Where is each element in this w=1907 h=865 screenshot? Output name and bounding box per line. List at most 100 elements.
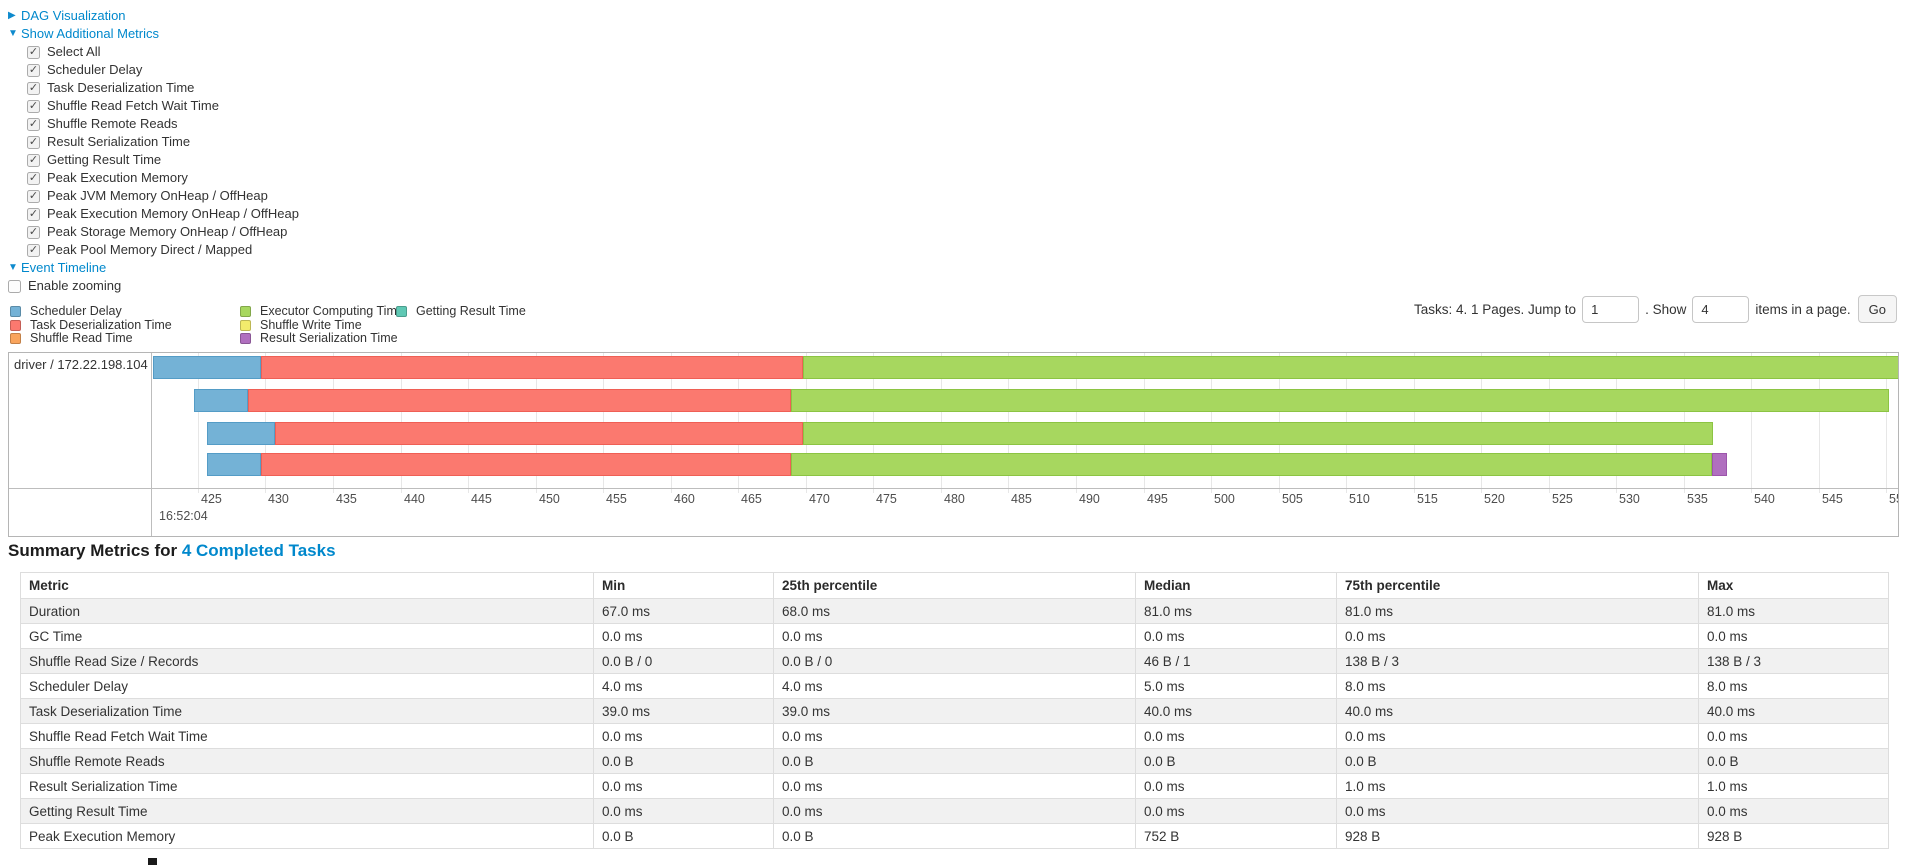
shuffle-write-time-swatch xyxy=(240,320,251,331)
items-per-page-input[interactable] xyxy=(1692,295,1750,323)
summary-metrics-table: Metric Min 25th percentile Median 75th perce… xyxy=(20,572,1889,849)
metric-value-cell: 4.0 ms xyxy=(593,673,774,699)
metric-name-cell: Peak Execution Memory xyxy=(20,823,594,849)
metric-checkbox-row[interactable]: ✓ Task Deserialization Time xyxy=(8,79,299,97)
legend-label: Result Serialization Time xyxy=(260,331,398,345)
metric-value-cell: 0.0 ms xyxy=(1135,723,1337,749)
metric-checkbox[interactable]: ✓ xyxy=(27,171,40,185)
gridline xyxy=(198,353,199,493)
axis-tick-label: 530 xyxy=(1619,492,1640,506)
metric-checkbox[interactable]: ✓ xyxy=(27,225,40,239)
metric-checkbox[interactable]: ✓ xyxy=(27,117,40,131)
shuffle-read-time-swatch xyxy=(10,333,21,344)
metric-value-cell: 0.0 B xyxy=(1336,748,1699,774)
metric-checkbox[interactable]: ✓ xyxy=(27,189,40,203)
metric-checkbox-list: ✓ Select All ✓ Scheduler Delay ✓ Task Deseria… xyxy=(8,43,299,259)
axis-tick-label: 540 xyxy=(1754,492,1775,506)
metric-checkbox[interactable]: ✓ xyxy=(27,45,40,59)
metric-value-cell: 0.0 ms xyxy=(773,773,1136,799)
metric-value-cell: 1.0 ms xyxy=(1336,773,1699,799)
table-row: Scheduler Delay 4.0 ms 4.0 ms 5.0 ms 8.0 ms 8… xyxy=(20,673,1889,699)
table-row: Result Serialization Time 0.0 ms 0.0 ms 0.0… xyxy=(20,773,1889,799)
executor-computing-bar xyxy=(791,389,1889,412)
task-pagination: Tasks: 4. 1 Pages. Jump to . Show items … xyxy=(1414,294,1897,324)
metric-checkbox-label: Peak Execution Memory xyxy=(47,170,188,185)
metric-value-cell: 0.0 B xyxy=(773,823,1136,849)
enable-zooming-row[interactable]: Enable zooming xyxy=(8,277,299,295)
executor-computing-time-swatch xyxy=(240,306,251,317)
enable-zooming-checkbox[interactable] xyxy=(8,279,21,293)
axis-tick-label: 500 xyxy=(1214,492,1235,506)
axis-divider xyxy=(9,488,1898,489)
metric-checkbox[interactable]: ✓ xyxy=(27,207,40,221)
metric-checkbox-row[interactable]: ✓ Select All xyxy=(8,43,299,61)
metric-checkbox-row[interactable]: ✓ Shuffle Read Fetch Wait Time xyxy=(8,97,299,115)
task-deserialization-bar xyxy=(275,422,803,445)
metric-value-cell: 0.0 ms xyxy=(1698,623,1889,649)
metric-checkbox-row[interactable]: ✓ Getting Result Time xyxy=(8,151,299,169)
metric-value-cell: 0.0 ms xyxy=(1135,773,1337,799)
table-row: Shuffle Read Fetch Wait Time 0.0 ms 0.0 ms… xyxy=(20,723,1889,749)
expanded-arrow-icon: ▼ xyxy=(8,28,18,39)
axis-tick-label: 475 xyxy=(876,492,897,506)
metric-checkbox-label: Peak Execution Memory OnHeap / OffHeap xyxy=(47,206,299,221)
go-button[interactable]: Go xyxy=(1857,295,1897,323)
jump-to-page-input[interactable] xyxy=(1582,295,1640,323)
scheduler-delay-swatch xyxy=(10,306,21,317)
axis-tick-label: 535 xyxy=(1687,492,1708,506)
metric-checkbox[interactable]: ✓ xyxy=(27,81,40,95)
column-header: Metric xyxy=(20,572,594,599)
metric-name-cell: GC Time xyxy=(20,623,594,649)
show-additional-metrics-label: Show Additional Metrics xyxy=(21,26,160,41)
metric-value-cell: 40.0 ms xyxy=(1336,698,1699,724)
metric-checkbox-row[interactable]: ✓ Result Serialization Time xyxy=(8,133,299,151)
metric-checkbox-row[interactable]: ✓ Scheduler Delay xyxy=(8,61,299,79)
metric-checkbox-row[interactable]: ✓ Peak JVM Memory OnHeap / OffHeap xyxy=(8,187,299,205)
axis-tick-label: 425 xyxy=(201,492,222,506)
metric-checkbox-row[interactable]: ✓ Peak Execution Memory OnHeap / OffHeap xyxy=(8,205,299,223)
metric-name-cell: Shuffle Read Size / Records xyxy=(20,648,594,674)
metric-checkbox[interactable]: ✓ xyxy=(27,135,40,149)
column-header: Median xyxy=(1135,572,1337,599)
axis-tick-label: 440 xyxy=(404,492,425,506)
metric-name-cell: Task Deserialization Time xyxy=(20,698,594,724)
completed-tasks-link[interactable]: 4 Completed Tasks xyxy=(181,541,336,560)
metric-checkbox-row[interactable]: ✓ Peak Execution Memory xyxy=(8,169,299,187)
legend-label: Scheduler Delay xyxy=(30,304,122,318)
legend-label: Executor Computing Time xyxy=(260,304,404,318)
metric-value-cell: 928 B xyxy=(1336,823,1699,849)
legend-item: Scheduler Delay xyxy=(10,305,122,318)
expanded-arrow-icon: ▼ xyxy=(8,262,18,273)
column-header: 75th percentile xyxy=(1336,572,1699,599)
metric-checkbox-row[interactable]: ✓ Peak Storage Memory OnHeap / OffHeap xyxy=(8,223,299,241)
metric-checkbox-row[interactable]: ✓ Shuffle Remote Reads xyxy=(8,115,299,133)
metric-checkbox-row[interactable]: ✓ Peak Pool Memory Direct / Mapped xyxy=(8,241,299,259)
event-timeline-toggle[interactable]: ▼ Event Timeline xyxy=(8,259,299,277)
axis-tick-label: 490 xyxy=(1079,492,1100,506)
dag-visualization-toggle[interactable]: ▶ DAG Visualization xyxy=(8,7,299,25)
show-additional-metrics-toggle[interactable]: ▼ Show Additional Metrics xyxy=(8,25,299,43)
metric-value-cell: 5.0 ms xyxy=(1135,673,1337,699)
metric-name-cell: Duration xyxy=(20,598,594,624)
metric-name-cell: Result Serialization Time xyxy=(20,773,594,799)
metric-checkbox-label: Peak JVM Memory OnHeap / OffHeap xyxy=(47,188,268,203)
table-row: Peak Execution Memory 0.0 B 0.0 B 752 B 928 … xyxy=(20,823,1889,849)
task-deserialization-bar xyxy=(261,453,791,476)
metric-value-cell: 8.0 ms xyxy=(1336,673,1699,699)
metric-checkbox[interactable]: ✓ xyxy=(27,99,40,113)
axis-tick-label: 460 xyxy=(674,492,695,506)
metric-checkbox[interactable]: ✓ xyxy=(27,63,40,77)
metric-checkbox[interactable]: ✓ xyxy=(27,243,40,257)
table-row: Duration 67.0 ms 68.0 ms 81.0 ms 81.0 ms 81.0… xyxy=(20,598,1889,624)
executor-group-label: driver / 172.22.198.104 xyxy=(14,357,148,372)
axis-tick-label: 435 xyxy=(336,492,357,506)
metric-checkbox-label: Shuffle Read Fetch Wait Time xyxy=(47,98,219,113)
metric-checkbox[interactable]: ✓ xyxy=(27,153,40,167)
table-row: Getting Result Time 0.0 ms 0.0 ms 0.0 ms 0.0… xyxy=(20,798,1889,824)
summary-metrics-heading: Summary Metrics for 4 Completed Tasks xyxy=(8,541,336,561)
result-serialization-time-swatch xyxy=(240,333,251,344)
metric-checkbox-label: Peak Pool Memory Direct / Mapped xyxy=(47,242,253,257)
table-header-row: Metric Min 25th percentile Median 75th perce… xyxy=(20,572,1889,599)
metric-value-cell: 4.0 ms xyxy=(773,673,1136,699)
metric-value-cell: 0.0 ms xyxy=(1698,723,1889,749)
